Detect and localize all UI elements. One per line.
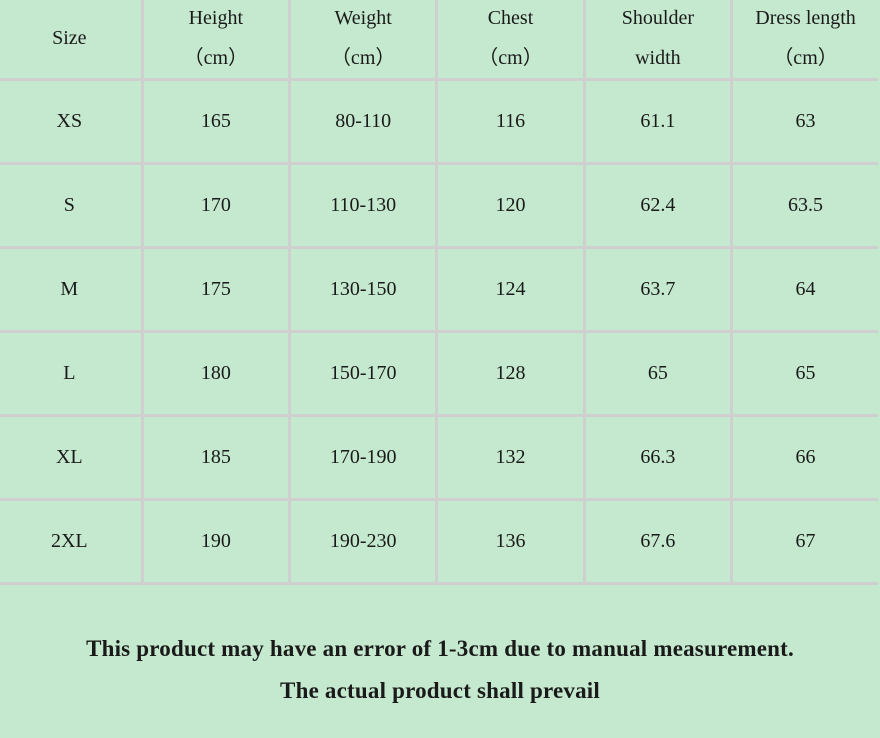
size-cell: L <box>0 330 144 417</box>
table-cell: 67 <box>730 498 878 585</box>
table-cell: 62.4 <box>582 162 734 249</box>
table-cell: 63.7 <box>582 246 734 333</box>
table-row: M 175 130-150 124 63.7 64 <box>0 246 878 333</box>
column-header-line: （cm） <box>478 47 543 69</box>
table-cell: 170 <box>140 162 291 249</box>
table-cell: 64 <box>730 246 878 333</box>
table-row: XL 185 170-190 132 66.3 66 <box>0 414 878 501</box>
table-cell: 165 <box>140 78 291 165</box>
table-cell: 110-130 <box>287 162 439 249</box>
column-header-line: Shoulder <box>621 7 694 29</box>
table-cell: 190 <box>140 498 291 585</box>
size-cell: XS <box>0 78 144 165</box>
column-header: Chest （cm） <box>435 0 586 81</box>
table-cell: 120 <box>435 162 586 249</box>
column-header-line: Dress length <box>755 7 856 29</box>
size-cell: S <box>0 162 144 249</box>
measurement-note: This product may have an error of 1-3cm … <box>0 628 880 712</box>
table-cell: 136 <box>435 498 586 585</box>
column-header-line: Weight <box>334 7 392 29</box>
table-row: L 180 150-170 128 65 65 <box>0 330 878 417</box>
table-cell: 132 <box>435 414 586 501</box>
table-cell: 185 <box>140 414 291 501</box>
table-cell: 61.1 <box>582 78 734 165</box>
column-header: Dress length （cm） <box>730 0 878 81</box>
size-cell: XL <box>0 414 144 501</box>
table-cell: 66.3 <box>582 414 734 501</box>
column-header: Height （cm） <box>140 0 291 81</box>
note-line-2: The actual product shall prevail <box>280 678 600 703</box>
column-header-line: （cm） <box>773 47 838 69</box>
table-cell: 130-150 <box>287 246 439 333</box>
table-cell: 128 <box>435 330 586 417</box>
size-cell: M <box>0 246 144 333</box>
column-header-line: （cm） <box>183 47 249 69</box>
table-cell: 150-170 <box>287 330 439 417</box>
column-header-line: Chest <box>487 7 534 29</box>
table-cell: 116 <box>435 78 586 165</box>
table-row: S 170 110-130 120 62.4 63.5 <box>0 162 878 249</box>
note-line-1: This product may have an error of 1-3cm … <box>86 636 794 661</box>
column-header: Shoulder width <box>582 0 734 81</box>
table-row: XS 165 80-110 116 61.1 63 <box>0 78 878 165</box>
table-row: 2XL 190 190-230 136 67.6 67 <box>0 498 878 585</box>
size-chart-table: Size Height （cm） Weight （cm） Chest （cm） Shoulde… <box>0 0 878 585</box>
table-cell: 175 <box>140 246 291 333</box>
column-header-line: Height <box>188 7 244 29</box>
column-header-line: width <box>635 47 681 69</box>
table-cell: 66 <box>730 414 878 501</box>
table-cell: 63 <box>730 78 878 165</box>
header-row: Size Height （cm） Weight （cm） Chest （cm） Shoulde… <box>0 0 878 81</box>
table-cell: 80-110 <box>287 78 439 165</box>
table-cell: 65 <box>730 330 878 417</box>
column-header: Weight （cm） <box>287 0 439 81</box>
column-header: Size <box>0 0 144 81</box>
column-header-line: （cm） <box>330 47 396 69</box>
table-cell: 124 <box>435 246 586 333</box>
table-cell: 170-190 <box>287 414 439 501</box>
table-cell: 67.6 <box>582 498 734 585</box>
table-cell: 180 <box>140 330 291 417</box>
size-cell: 2XL <box>0 498 144 585</box>
table-cell: 65 <box>582 330 734 417</box>
table-cell: 63.5 <box>730 162 878 249</box>
table-cell: 190-230 <box>287 498 439 585</box>
column-header-line: Size <box>52 27 87 49</box>
